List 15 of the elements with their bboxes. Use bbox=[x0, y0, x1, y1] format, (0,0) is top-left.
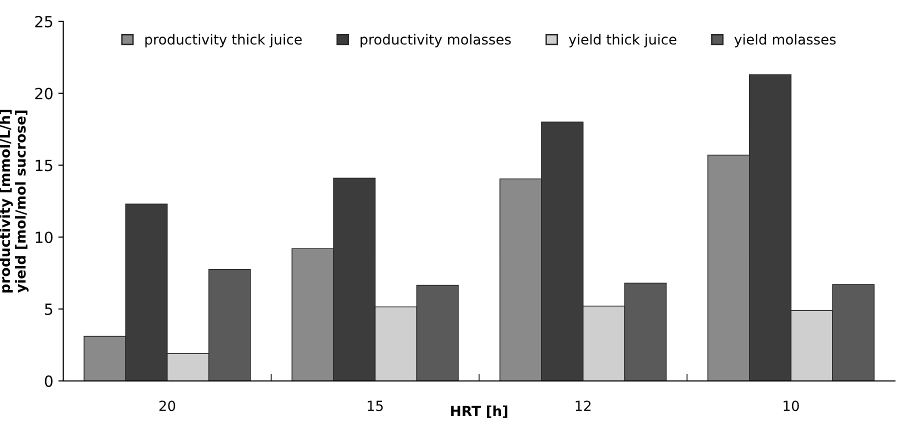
legend-label: productivity molasses bbox=[360, 34, 511, 48]
x-tick-label: 10 bbox=[784, 400, 799, 412]
x-tick-label: 15 bbox=[368, 400, 383, 412]
y-tick-label: 15 bbox=[36, 160, 52, 172]
y-tick-label: 25 bbox=[35, 16, 52, 28]
x-tick-label: 12 bbox=[576, 400, 591, 411]
x-tick-label: 20 bbox=[159, 400, 176, 412]
y-tick-label: 5 bbox=[45, 304, 52, 316]
y-tick-label: 10 bbox=[36, 232, 53, 244]
legend-label: yield molasses bbox=[734, 34, 836, 48]
y-tick-label: 20 bbox=[35, 88, 53, 100]
legend-label: productivity thick juice bbox=[145, 34, 302, 48]
legend-label: yield thick juice bbox=[568, 34, 676, 48]
x-axis-title: HRT [h] bbox=[451, 405, 508, 418]
y-tick-label: 0 bbox=[44, 375, 53, 387]
